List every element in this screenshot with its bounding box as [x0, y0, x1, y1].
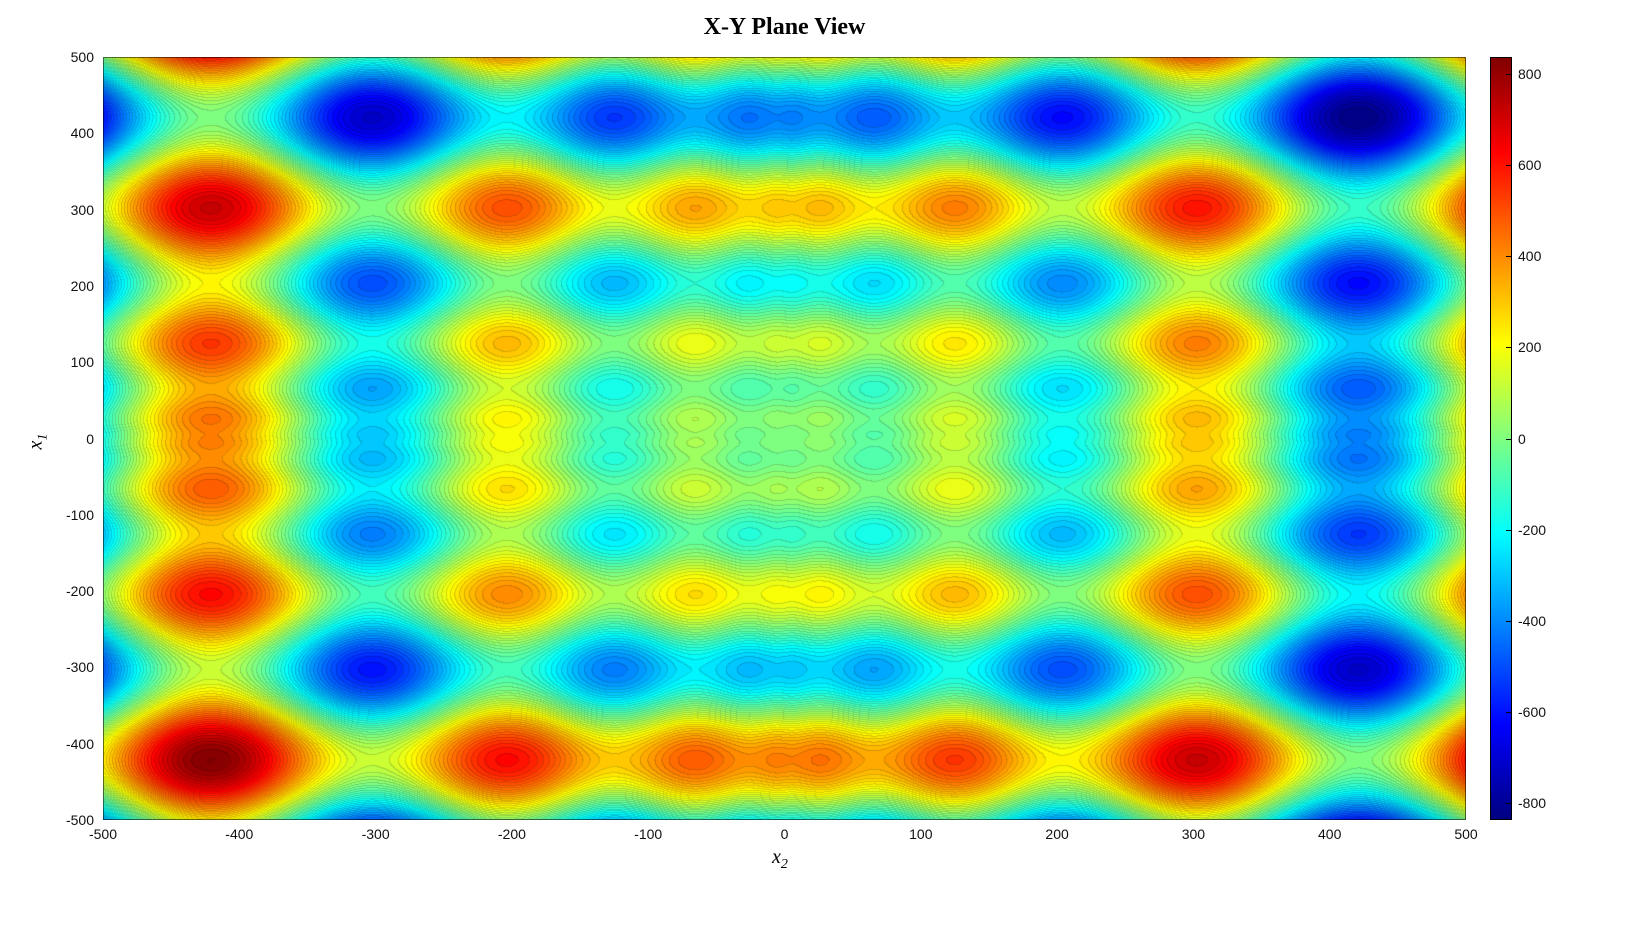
x-tick-label: -500: [88, 826, 118, 842]
y-tick-label: 0: [86, 430, 94, 447]
y-axis-label: x1: [24, 434, 51, 450]
x-tick-label: -200: [497, 826, 526, 842]
colorbar-tick-mark: [1506, 620, 1512, 622]
chart-title: X-Y Plane View: [703, 14, 866, 40]
colorbar-tick-label: 0: [1518, 430, 1526, 447]
colorbar-tick-label: -200: [1518, 521, 1547, 538]
colorbar-tick-mark: [1506, 256, 1512, 258]
x-tick-label: 400: [1318, 826, 1342, 842]
colorbar: [1490, 57, 1512, 820]
x-tick-label: 500: [1454, 826, 1478, 842]
x-tick-label: -400: [225, 826, 254, 842]
y-tick-label: 500: [70, 49, 94, 65]
y-axis-label-base: x: [24, 440, 47, 450]
y-tick-label: -500: [65, 812, 94, 828]
y-tick-label: 400: [70, 125, 94, 142]
y-tick-label: 300: [70, 201, 94, 218]
x-tick-label: 300: [1181, 826, 1206, 842]
y-tick-label: 100: [70, 354, 94, 371]
colorbar-tick-label: 800: [1518, 66, 1542, 83]
heatmap-canvas: [103, 57, 1466, 820]
x-tick-label: 0: [780, 826, 789, 842]
colorbar-tick-label: 400: [1518, 248, 1542, 265]
colorbar-tick-label: -800: [1518, 794, 1547, 811]
y-axis-label-sub: 1: [35, 433, 51, 441]
x-tick-label: -300: [361, 826, 390, 842]
y-tick-label: -300: [65, 659, 94, 676]
colorbar-tick-label: 600: [1518, 157, 1542, 174]
x-tick-label: 100: [909, 826, 933, 842]
colorbar-tick-mark: [1506, 711, 1512, 713]
x-axis-label: x2: [772, 846, 788, 873]
y-tick-label: -400: [65, 735, 94, 752]
y-tick-label: -200: [65, 583, 94, 600]
colorbar-tick-mark: [1506, 529, 1512, 531]
colorbar-tick-label: -600: [1518, 703, 1547, 720]
colorbar-tick-mark: [1506, 438, 1512, 440]
colorbar-tick-mark: [1506, 347, 1512, 349]
x-tick-label: -100: [634, 826, 663, 842]
colorbar-tick-mark: [1506, 165, 1512, 167]
x-tick-label: 200: [1045, 826, 1069, 842]
x-axis-label-sub: 2: [780, 857, 788, 872]
y-tick-label: -100: [65, 506, 94, 523]
y-tick-label: 200: [70, 277, 94, 294]
colorbar-tick-label: -400: [1518, 612, 1547, 629]
colorbar-tick-mark: [1506, 74, 1512, 76]
colorbar-tick-mark: [1506, 802, 1512, 804]
colorbar-tick-label: 200: [1518, 339, 1542, 356]
x-axis-label-base: x: [772, 846, 781, 868]
